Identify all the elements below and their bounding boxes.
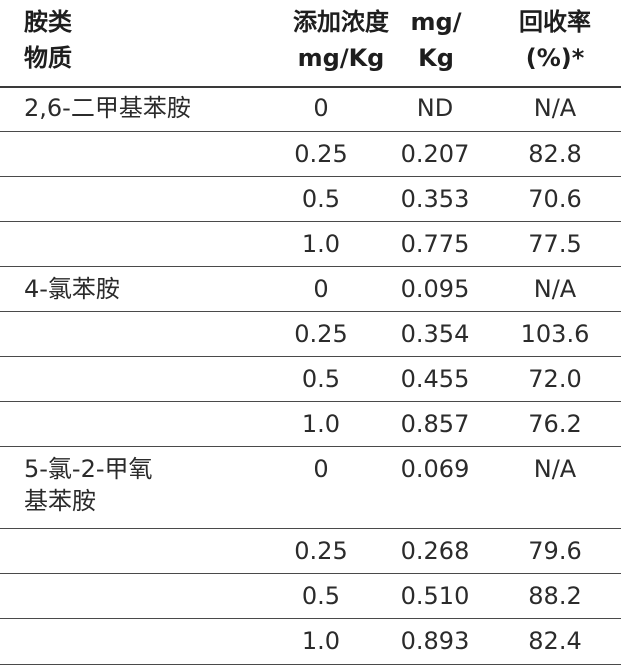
cell-recovery-rate: 88.2 <box>528 582 582 610</box>
cell-measured-value: 0.353 <box>400 185 470 213</box>
cell-substance-name: 2,6-二甲基苯胺 <box>24 94 191 122</box>
cell-measured-value: 0.775 <box>400 230 470 258</box>
cell-measured-value: 0.354 <box>400 320 470 348</box>
table-row: 5-氯-2-甲氧 基苯胺 0 0.069 N/A <box>0 447 621 529</box>
cell-added-concentration: 0 <box>313 275 329 303</box>
table-row: 1.0 0.893 82.4 <box>0 619 621 665</box>
cell-measured-value: 0.510 <box>400 582 470 610</box>
cell-added-concentration: 0 <box>313 94 329 122</box>
table-row: 0.25 0.354 103.6 <box>0 312 621 357</box>
header-recovery-rate: 回收率 (%)* <box>519 8 591 72</box>
cell-substance-name: 4-氯苯胺 <box>24 275 120 303</box>
cell-recovery-rate: 72.0 <box>528 365 582 393</box>
cell-added-concentration: 0.25 <box>294 320 348 348</box>
cell-added-concentration: 0.5 <box>301 365 341 393</box>
table-header: 胺类 物质 添加浓度 mg/Kg mg/ Kg 回收率 (%)* <box>0 0 621 88</box>
cell-recovery-rate: 76.2 <box>528 410 582 438</box>
cell-added-concentration: 0.25 <box>294 140 348 168</box>
cell-substance-name: 5-氯-2-甲氧 基苯胺 <box>24 455 153 515</box>
cell-recovery-rate: 103.6 <box>520 320 590 348</box>
cell-measured-value: 0.893 <box>400 627 470 655</box>
table-row: 0.25 0.207 82.8 <box>0 132 621 177</box>
cell-recovery-rate: N/A <box>533 455 577 483</box>
cell-recovery-rate: N/A <box>533 94 577 122</box>
cell-measured-value: 0.095 <box>400 275 470 303</box>
cell-recovery-rate: 79.6 <box>528 537 582 565</box>
cell-added-concentration: 1.0 <box>301 410 341 438</box>
header-measured: mg/ Kg <box>410 8 462 72</box>
table-row: 0.5 0.353 70.6 <box>0 177 621 222</box>
cell-recovery-rate: N/A <box>533 275 577 303</box>
header-added-concentration: 添加浓度 mg/Kg <box>293 8 389 72</box>
cell-recovery-rate: 77.5 <box>528 230 582 258</box>
table-row: 0.25 0.268 79.6 <box>0 529 621 574</box>
table-row: 0.5 0.510 88.2 <box>0 574 621 619</box>
table-row: 0.5 0.455 72.0 <box>0 357 621 402</box>
cell-measured-value: 0.268 <box>400 537 470 565</box>
table-row: 1.0 0.775 77.5 <box>0 222 621 267</box>
cell-measured-value: ND <box>416 94 454 122</box>
cell-recovery-rate: 82.8 <box>528 140 582 168</box>
cell-measured-value: 0.455 <box>400 365 470 393</box>
cell-recovery-rate: 82.4 <box>528 627 582 655</box>
cell-measured-value: 0.857 <box>400 410 470 438</box>
table-row: 4-氯苯胺 0 0.095 N/A <box>0 267 621 312</box>
cell-added-concentration: 0 <box>313 455 329 483</box>
table-row: 1.0 0.857 76.2 <box>0 402 621 447</box>
cell-added-concentration: 1.0 <box>301 230 341 258</box>
cell-added-concentration: 1.0 <box>301 627 341 655</box>
cell-measured-value: 0.207 <box>400 140 470 168</box>
cell-added-concentration: 0.5 <box>301 185 341 213</box>
header-amine-substance: 胺类 物质 <box>24 8 72 72</box>
cell-added-concentration: 0.5 <box>301 582 341 610</box>
cell-added-concentration: 0.25 <box>294 537 348 565</box>
cell-recovery-rate: 70.6 <box>528 185 582 213</box>
table-row: 2,6-二甲基苯胺 0 ND N/A <box>0 86 621 132</box>
cell-measured-value: 0.069 <box>400 455 470 483</box>
